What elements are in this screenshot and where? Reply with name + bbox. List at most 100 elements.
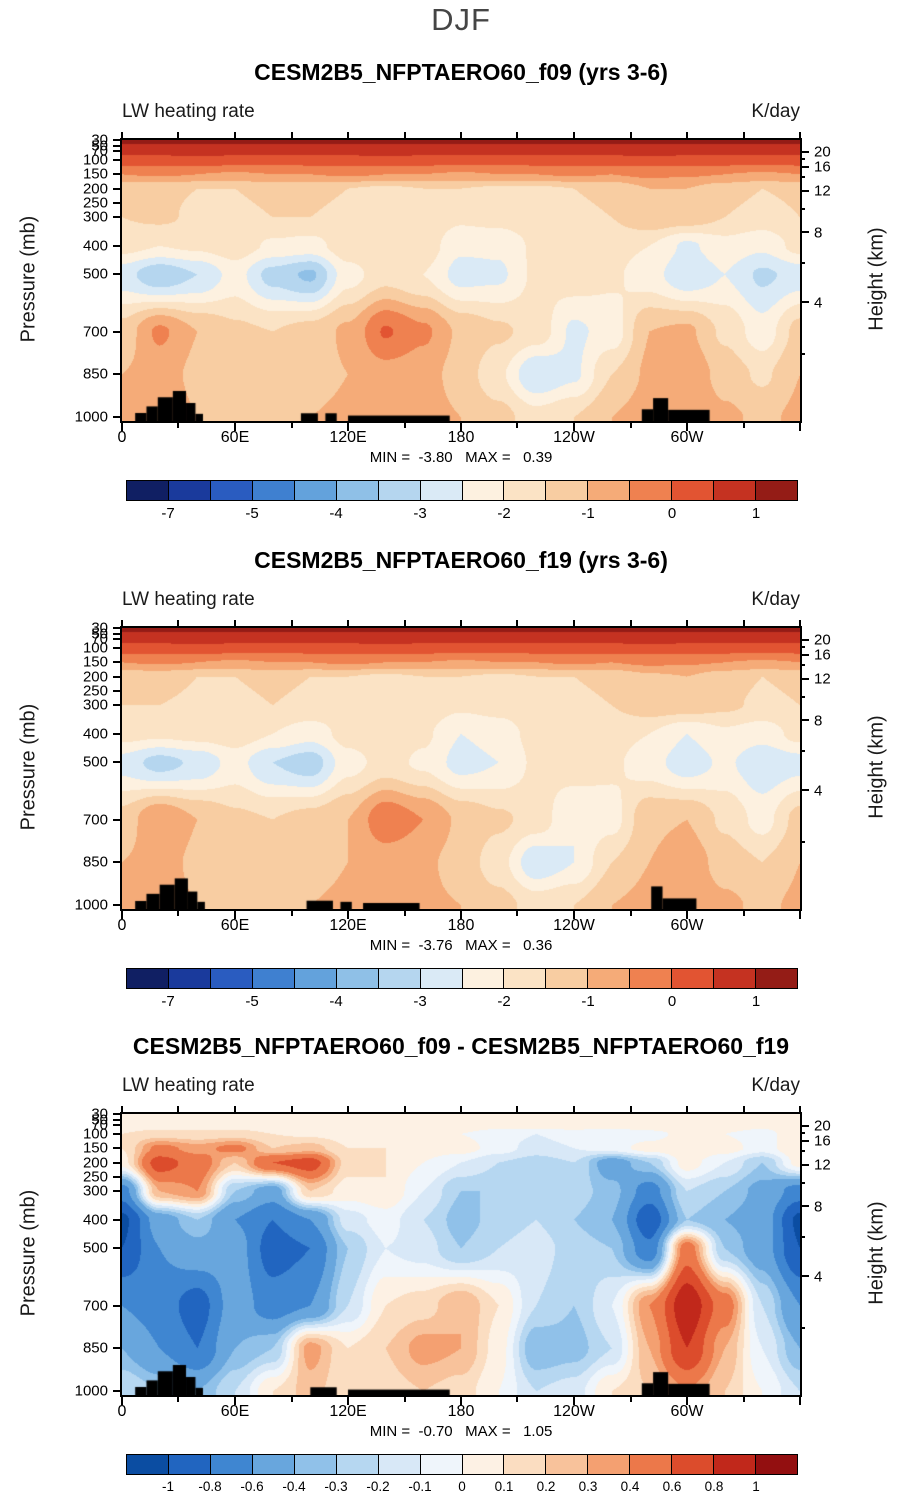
pressure-tick-label: 150	[82, 165, 108, 183]
colorbar-label: -1	[581, 505, 595, 522]
colorbar-segment	[252, 969, 295, 988]
tick-mark	[113, 761, 122, 764]
x-tick-label: 120W	[553, 1403, 595, 1420]
tick-mark	[800, 352, 805, 355]
tick-mark	[800, 840, 805, 843]
colorbar-segment	[546, 969, 589, 988]
colorbar-labels: -7 -5 -4 -3 -2 -1 0 1	[126, 993, 798, 1010]
height-tick-labels: 20 16 12 8 4	[814, 140, 884, 421]
colorbar-segment	[672, 481, 715, 500]
colorbar-label: -2	[497, 505, 511, 522]
colorbar-segment	[756, 1455, 797, 1474]
colorbar-labels: -1 -0.8 -0.6 -0.4 -0.3 -0.2 -0.1 0 0.1 0.2 0.3 0.4 0…	[126, 1479, 798, 1495]
contour-plot	[113, 132, 809, 431]
colorbar	[126, 1454, 798, 1475]
subtitle-row: LW heating rate K/day	[122, 1075, 800, 1097]
colorbar-segment	[294, 481, 337, 500]
x-tick-label: 0	[117, 1403, 127, 1420]
minmax-label: MIN = -3.76 MAX = 0.36	[369, 937, 553, 954]
pressure-tick-label: 70	[91, 1116, 108, 1134]
colorbar-label: -0.4	[282, 1479, 306, 1494]
colorbar-segment	[588, 969, 631, 988]
colorbar-label: 0.3	[578, 1479, 598, 1494]
tick-mark	[177, 620, 180, 628]
pressure-tick-label: 850	[82, 365, 108, 383]
subtitle-row: LW heating rate K/day	[122, 101, 800, 123]
colorbar-segment	[336, 969, 379, 988]
contour-plot	[113, 1106, 809, 1405]
colorbar-segment	[127, 969, 169, 988]
longitude-tick-labels: 0 60E 120E 180 120W 60W	[118, 917, 800, 935]
tick-mark	[113, 661, 122, 664]
tick-mark	[516, 1395, 519, 1402]
tick-mark	[121, 132, 123, 140]
colorbar-segment	[168, 1455, 211, 1474]
colorbar-segment	[714, 969, 757, 988]
colorbar-label: 0.6	[662, 1479, 682, 1494]
x-tick-label: 120W	[553, 917, 595, 934]
colorbar-segment	[378, 969, 421, 988]
pressure-tick-label: 100	[82, 639, 108, 657]
x-tick-label: 0	[117, 917, 127, 934]
colorbar-segment	[714, 481, 757, 500]
colorbar-segment	[127, 1455, 169, 1474]
tick-mark	[234, 1106, 236, 1114]
x-tick-label: 180	[447, 1403, 475, 1420]
x-tick-label: 60E	[220, 917, 250, 934]
colorbar-segment	[462, 1455, 505, 1474]
tick-mark	[346, 1106, 349, 1114]
colorbar-segment	[462, 481, 505, 500]
colorbar-segment	[378, 481, 421, 500]
tick-mark	[403, 1106, 406, 1114]
pressure-tick-label: 500	[82, 753, 108, 771]
pressure-tick-label: 1000	[74, 1382, 108, 1400]
tick-mark	[629, 1395, 632, 1402]
x-tick-label: 60E	[220, 429, 250, 446]
tick-mark	[800, 645, 805, 648]
x-tick-label: 120E	[329, 429, 367, 446]
height-tick-label: 16	[814, 158, 831, 176]
tick-mark	[800, 1131, 805, 1134]
tick-mark	[460, 1106, 462, 1114]
colorbar-label: 0	[667, 505, 677, 522]
colorbar-segment	[210, 1455, 253, 1474]
height-tick-label: 4	[814, 782, 823, 799]
colorbar-label: -0.8	[198, 1479, 222, 1494]
tick-mark	[629, 132, 632, 140]
tick-mark	[113, 632, 122, 635]
tick-mark	[113, 818, 122, 821]
colorbar-label: -5	[245, 505, 259, 522]
units-label: K/day	[751, 589, 800, 610]
tick-mark	[800, 208, 805, 211]
panel-difference: CESM2B5_NFPTAERO60_f09 - CESM2B5_NFPTAER…	[0, 1029, 907, 1499]
tick-mark	[573, 1106, 575, 1114]
x-tick-label: 60E	[220, 1403, 250, 1420]
pressure-tick-label: 50	[91, 625, 108, 643]
colorbar-segment	[252, 1455, 295, 1474]
tick-mark	[800, 1139, 809, 1142]
tick-mark	[290, 909, 293, 916]
height-tick-label: 12	[814, 670, 831, 688]
tick-mark	[460, 132, 462, 140]
tick-mark	[113, 1175, 122, 1178]
height-tick-labels: 20 16 12 8 4	[814, 1114, 884, 1395]
pressure-tick-label: 150	[82, 1139, 108, 1157]
colorbar-segment	[420, 481, 463, 500]
tick-mark	[800, 1205, 809, 1208]
colorbar-label: 0	[667, 993, 677, 1010]
tick-mark	[516, 132, 519, 140]
tick-mark	[742, 1395, 745, 1402]
height-tick-label: 8	[814, 712, 823, 729]
height-tick-label: 20	[814, 631, 831, 649]
tick-mark	[403, 1395, 406, 1402]
tick-mark	[113, 1247, 122, 1250]
colorbar-label: 0.2	[536, 1479, 556, 1494]
tick-mark	[113, 273, 122, 276]
tick-mark	[573, 620, 575, 628]
height-tick-label: 4	[814, 294, 823, 311]
colorbar	[126, 480, 798, 501]
colorbar-label: -3	[413, 993, 427, 1010]
tick-mark	[800, 1150, 805, 1153]
tick-mark	[113, 1133, 122, 1135]
tick-mark	[113, 1347, 122, 1350]
